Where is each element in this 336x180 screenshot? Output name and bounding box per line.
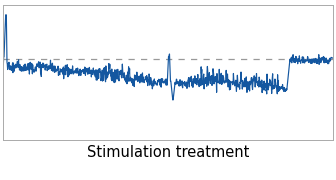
X-axis label: Stimulation treatment: Stimulation treatment — [87, 145, 249, 159]
